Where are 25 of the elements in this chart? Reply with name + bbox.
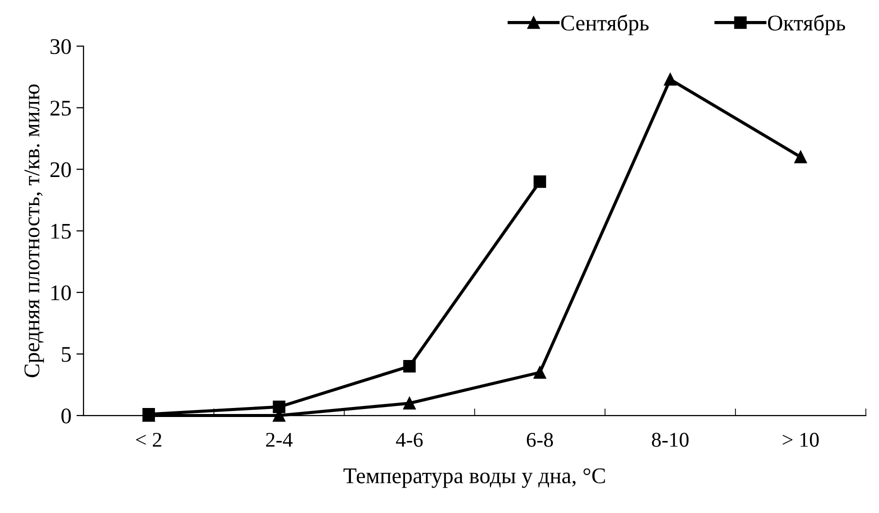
x-tick-label: 4-6 (396, 432, 423, 447)
point (794, 150, 807, 164)
y-tick-label: 30 (50, 39, 71, 54)
y-tick-label: 20 (50, 162, 71, 178)
point (534, 175, 546, 188)
y-tick-label: 15 (51, 224, 71, 239)
x-tick-label: < 2 (136, 432, 162, 447)
legend-label: Сентябрь (561, 14, 649, 36)
legend-label: Октябрь (768, 14, 846, 36)
point (403, 360, 416, 373)
x-tick-label: 8-10 (652, 432, 689, 447)
y-tick-label: 5 (62, 347, 71, 362)
point (272, 400, 286, 414)
x-axis-title: Температура воды у дна, °C (344, 468, 605, 488)
point (534, 366, 546, 379)
x-tick-label: > 10 (782, 432, 819, 447)
x-tick-label: 6-8 (526, 432, 553, 447)
x-tick-label: 2-4 (266, 432, 293, 447)
y-axis-title: Средняя плотность, т/кв. милю (24, 84, 44, 378)
point (142, 408, 155, 421)
point (664, 73, 676, 86)
y-tick-label: 0 (61, 408, 71, 424)
point (403, 396, 416, 410)
y-tick-label: 10 (51, 285, 71, 300)
y-tick-label: 25 (50, 100, 71, 116)
